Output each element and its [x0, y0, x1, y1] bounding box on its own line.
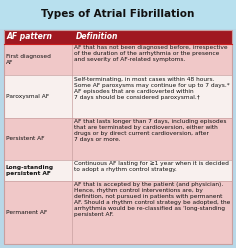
Bar [4, 30, 232, 44]
Bar [0, 0, 236, 29]
Text: AF that is accepted by the patient (and physician).
Hence, rhythm control interv: AF that is accepted by the patient (and … [74, 182, 231, 217]
Text: Self-terminating, in most cases within 48 hours.
Some AF paroxysms may continue : Self-terminating, in most cases within 4… [74, 77, 230, 100]
Text: Definition: Definition [75, 32, 118, 41]
Text: Long-standing
persistent AF: Long-standing persistent AF [6, 165, 54, 176]
Bar [4, 118, 232, 160]
Text: Persistent AF: Persistent AF [6, 136, 45, 141]
Text: AF pattern: AF pattern [7, 32, 53, 41]
Text: Permanent AF: Permanent AF [6, 210, 47, 215]
Bar [4, 181, 232, 244]
Text: Continuous AF lasting for ≥1 year when it is decided
to adopt a rhythm control s: Continuous AF lasting for ≥1 year when i… [74, 161, 229, 172]
Bar [4, 160, 232, 181]
Bar [4, 75, 232, 118]
Text: Types of Atrial Fibrillation: Types of Atrial Fibrillation [41, 9, 195, 19]
Text: Paroxysmal AF: Paroxysmal AF [6, 94, 49, 99]
Bar [4, 44, 232, 75]
Text: AF that lasts longer than 7 days, including episodes
that are terminated by card: AF that lasts longer than 7 days, includ… [74, 119, 227, 142]
Bar [4, 30, 232, 244]
Text: First diagnosed
AF: First diagnosed AF [6, 54, 51, 65]
Text: AF that has not been diagnosed before, irrespective
of the duration of the arrhy: AF that has not been diagnosed before, i… [74, 45, 228, 62]
